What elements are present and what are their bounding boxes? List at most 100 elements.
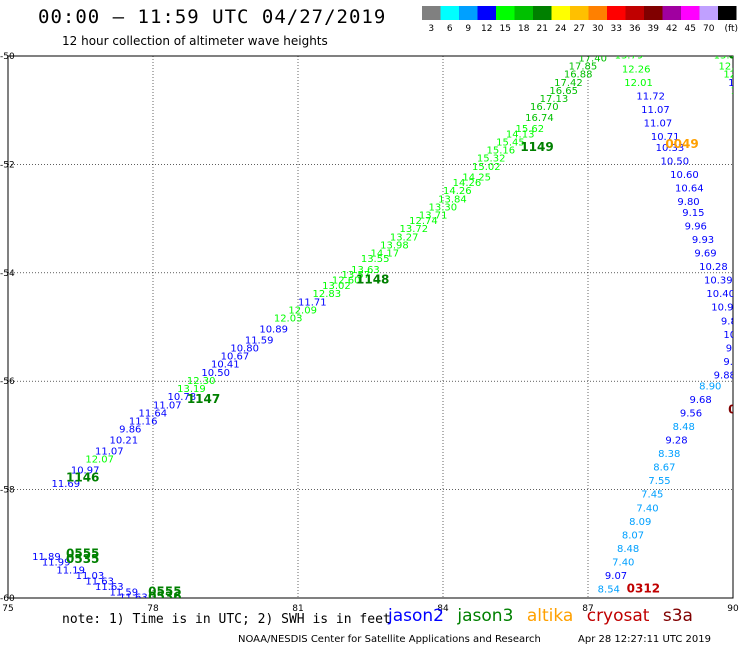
swh-point-jason2: 8.07	[622, 530, 644, 541]
legend-swatch	[459, 6, 478, 20]
legend-swatch	[718, 6, 737, 20]
legend-label: 9	[465, 24, 471, 34]
y-tick-label: -52	[0, 160, 15, 170]
sat-jason2: jason2	[388, 606, 444, 626]
swh-point-jason2: 8.67	[653, 463, 675, 474]
timestamp-text: Apr 28 12:27:11 UTC 2019	[578, 634, 711, 645]
swh-point-jason3: 11.59	[245, 335, 274, 346]
swh-point-jason2: 10.40	[706, 289, 735, 300]
swh-point-jason3: 15.62	[516, 124, 545, 135]
swh-point-jason3: 12.72	[731, 86, 740, 97]
x-tick-label: 75	[2, 604, 13, 614]
swh-point-jason3: 12.74	[409, 216, 438, 227]
swh-point-jason3: 15.02	[472, 162, 501, 173]
legend-label: 3	[428, 24, 434, 34]
time-label: 0536	[148, 590, 181, 604]
swh-point-jason2: 7.40	[636, 503, 658, 514]
y-tick-label: -58	[0, 486, 15, 496]
legend-label: 27	[574, 24, 585, 34]
swh-point-jason2: 7.55	[648, 476, 670, 487]
swh-point-jason3: 11.71	[298, 297, 327, 308]
legend-label: 39	[648, 24, 660, 34]
swh-point-jason3: 13.16	[714, 51, 740, 62]
swh-point-jason3: 17.40	[578, 53, 607, 64]
swh-point-jason3: 12.09	[288, 305, 317, 316]
swh-point-jason2: 9.07	[605, 571, 627, 582]
legend-swatch	[644, 6, 663, 20]
legend-label: 36	[629, 24, 641, 34]
swh-point-jason3: 13.63	[351, 265, 380, 276]
time-label: 0555	[148, 584, 181, 598]
swh-point-jason3: 15.16	[487, 146, 516, 157]
swh-point-jason2: 9.56	[680, 408, 702, 419]
y-tick-label: -56	[0, 377, 15, 387]
swh-point-jason2: 8.90	[699, 381, 721, 392]
legend-label: 24	[555, 24, 567, 34]
legend-swatch	[496, 6, 515, 20]
swh-point-jason3: 17.85	[569, 62, 598, 73]
swh-point-jason3: 13.71	[419, 211, 448, 222]
swh-point-jason3: 14.26	[443, 186, 472, 197]
swh-point-jason2: 9.16	[723, 357, 740, 368]
swh-point-jason3: 13.98	[380, 240, 409, 251]
swh-point-jason2: 9.93	[692, 235, 714, 246]
swh-point-jason3: 9.86	[119, 425, 141, 436]
swh-point-jason3: 12.03	[274, 314, 303, 325]
x-tick-label: 84	[437, 604, 449, 614]
legend-label: 70	[703, 24, 715, 34]
swh-point-jason2: 8.48	[617, 544, 639, 555]
swh-point-jason3: 13.30	[429, 202, 458, 213]
swh-point-jason3: 11.59	[110, 587, 139, 598]
swh-point-jason2: 10.60	[670, 170, 699, 181]
time-label: 1149	[520, 140, 553, 154]
swh-point-jason3: 11.99	[42, 557, 71, 568]
swh-point-jason3: 16.51	[593, 37, 622, 48]
swh-point-jason3: 16.88	[564, 70, 593, 81]
swh-point-jason2: 10.99	[711, 303, 740, 314]
legend-swatch	[533, 6, 552, 20]
x-tick-label: 90	[727, 604, 739, 614]
swh-point-jason3: 12.07	[85, 455, 114, 466]
swh-point-jason2: 12.26	[622, 64, 651, 75]
swh-point-jason3: 14.13	[506, 129, 535, 140]
swh-point-jason2: 12.01	[624, 78, 653, 89]
swh-point-jason3: 14.26	[453, 178, 482, 189]
legend-swatch	[588, 6, 607, 20]
swh-point-jason2: 9.30	[726, 343, 740, 354]
swh-point-jason3: 11.69	[52, 479, 81, 490]
swh-point-jason3: 13.57	[342, 270, 371, 281]
footer-note: note: 1) Time is in UTC; 2) SWH is in fe…	[62, 612, 391, 627]
swh-point-jason3: 13.19	[177, 384, 206, 395]
swh-point-jason3: 10.21	[110, 436, 139, 447]
swh-point-jason3: 16.65	[549, 86, 578, 97]
swh-point-jason3: 17.13	[540, 94, 569, 105]
color-legend: 3 6 9 12 15 18 21 24 27 30 33 36 39 42 45 70 (ft)	[422, 6, 738, 34]
chart-subtitle: 12 hour collection of altimeter wave hei…	[62, 34, 328, 48]
legend-label: 33	[611, 24, 622, 34]
swh-point-jason3: 11.89	[32, 552, 61, 563]
legend-swatch	[570, 6, 589, 20]
swh-point-jason3: 11.16	[129, 417, 158, 428]
legend-swatch	[422, 6, 441, 20]
swh-point-jason3: 11.63	[85, 576, 114, 587]
swh-point-jason2: 9.69	[694, 249, 716, 260]
credit-text: NOAA/NESDIS Center for Satellite Applica…	[238, 634, 541, 645]
legend-swatch	[662, 6, 681, 20]
time-label: 0	[728, 403, 736, 417]
sat-cryosat: cryosat	[586, 606, 650, 626]
swh-point-jason3: 10.67	[221, 352, 250, 363]
swh-point-jason3: 16.74	[525, 113, 554, 124]
time-label: 0555	[66, 546, 99, 560]
sat-s3a: s3a	[662, 606, 693, 626]
swh-point-jason3: 13.72	[400, 224, 429, 235]
swh-point-jason2: 11.72	[636, 91, 665, 102]
swh-point-jason3: 12.83	[313, 289, 342, 300]
legend-label: 42	[666, 24, 677, 34]
swh-point-jason3: 10.41	[211, 360, 240, 371]
swh-point-jason2: 8.38	[658, 449, 680, 460]
swh-point-jason3: 10.89	[259, 324, 288, 335]
legend-label: 18	[518, 24, 530, 34]
swh-point-jason3: 11.07	[95, 446, 124, 457]
swh-point-jason3: 11.63	[95, 582, 124, 593]
swh-point-jason3: 11.19	[56, 566, 85, 577]
